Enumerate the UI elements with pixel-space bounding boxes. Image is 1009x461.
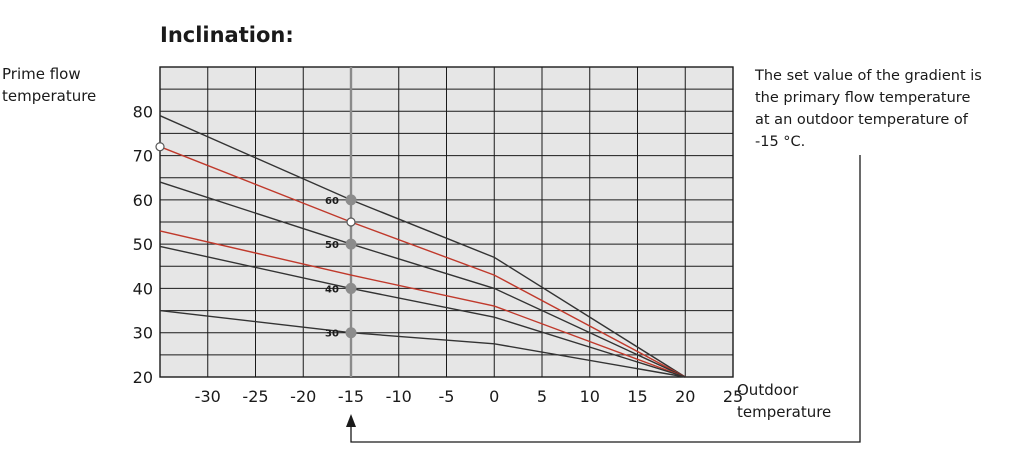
arrow-head xyxy=(346,414,356,427)
open-point-2 xyxy=(346,217,356,227)
y-axis-label-line-1: Prime flow xyxy=(2,65,81,83)
x-tick-label: -25 xyxy=(242,387,268,406)
x-tick-label: 10 xyxy=(580,387,600,406)
series-line-3 xyxy=(159,181,686,378)
x-tick-label: -15 xyxy=(338,387,364,406)
tick-labels: -30 -25 -20 -15 -10 -5 0 5 10 15 20 25 20 30 40 50 60 70 8… xyxy=(133,102,744,406)
chart-title: Inclination: xyxy=(160,23,294,47)
x-axis-label-line-2: temperature xyxy=(737,403,831,421)
connector-line xyxy=(350,155,861,443)
open-point-1 xyxy=(155,142,165,152)
series-lines xyxy=(159,115,686,378)
annotation-line-1: The set value of the gradient is xyxy=(754,68,982,84)
marker-30 xyxy=(345,327,357,339)
y-tick-label: 80 xyxy=(133,102,153,121)
annotation-connector xyxy=(346,155,861,443)
series-line-1 xyxy=(159,115,686,378)
x-tick-label: 5 xyxy=(537,387,547,406)
x-tick-label: 15 xyxy=(627,387,647,406)
series-line-4 xyxy=(159,230,686,378)
series-line-6 xyxy=(159,309,686,378)
marker-40 xyxy=(345,282,357,294)
x-tick-label: -10 xyxy=(386,387,412,406)
marker-label-50: 50 xyxy=(325,240,339,251)
annotation-line-2: the primary flow temperature xyxy=(755,90,970,106)
markers: 60 50 40 30 xyxy=(155,142,357,340)
y-tick-label: 40 xyxy=(133,279,153,298)
y-tick-label: 70 xyxy=(133,147,153,166)
x-tick-label: -30 xyxy=(195,387,221,406)
x-tick-label: -5 xyxy=(439,387,455,406)
x-tick-label: 0 xyxy=(489,387,499,406)
marker-label-30: 30 xyxy=(325,329,339,340)
marker-label-60: 60 xyxy=(325,196,339,207)
y-tick-label: 60 xyxy=(133,191,153,210)
marker-60 xyxy=(345,194,357,206)
y-tick-label: 50 xyxy=(133,235,153,254)
x-axis-label-line-1: Outdoor xyxy=(737,381,799,399)
y-axis-label-line-2: temperature xyxy=(2,87,96,105)
grid-lines xyxy=(160,67,733,377)
x-tick-label: -20 xyxy=(290,387,316,406)
annotation-line-3: at an outdoor temperature of xyxy=(755,112,969,128)
x-tick-label: 25 xyxy=(723,387,743,406)
series-line-2 xyxy=(159,146,686,378)
series-line-5 xyxy=(159,245,686,378)
y-tick-label: 20 xyxy=(133,368,153,387)
y-tick-label: 30 xyxy=(133,324,153,343)
annotation-line-4: -15 °C. xyxy=(755,134,805,150)
x-tick-label: 20 xyxy=(675,387,695,406)
marker-50 xyxy=(345,238,357,250)
marker-label-40: 40 xyxy=(325,284,339,295)
